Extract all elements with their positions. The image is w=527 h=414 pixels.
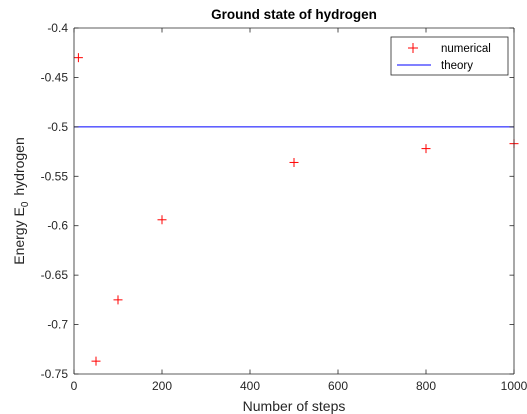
legend-label-theory: theory (441, 60, 473, 72)
legend-box (390, 36, 509, 76)
x-tick-label: 200 (152, 379, 172, 393)
y-tick-label: -0.6 (47, 219, 68, 233)
x-tick-label: 800 (416, 379, 436, 393)
plot-area (74, 28, 514, 374)
y-axis-label-subscript: 0 (20, 201, 31, 207)
x-axis-label: Number of steps (243, 398, 346, 414)
y-axis-label-text: Energy E0 hydrogen (11, 137, 31, 265)
plot-background (74, 28, 514, 374)
data-point-numerical (289, 157, 299, 167)
data-point-numerical (421, 144, 431, 154)
y-tick-label: -0.7 (47, 318, 68, 332)
legend: numerical theory (390, 36, 509, 76)
x-tick-label: 0 (71, 379, 78, 393)
y-axis-label-main: Energy E (11, 207, 27, 265)
x-tick-label: 600 (328, 379, 348, 393)
series-layer (73, 53, 519, 366)
axes-layer: 0 200 400 600 800 1000 -0.75 -0.7 -0.65 -0.6 -0.55… (41, 21, 527, 393)
x-tick-label: 400 (240, 379, 260, 393)
y-axis-label: Energy E0 hydrogen (11, 137, 31, 265)
data-point-numerical (73, 53, 83, 63)
data-point-numerical (157, 215, 167, 225)
chart-title: Ground state of hydrogen (211, 7, 377, 22)
y-axis-label-tail: hydrogen (11, 137, 27, 195)
y-tick-label: -0.5 (47, 120, 68, 134)
y-tick-label: -0.4 (47, 21, 68, 35)
legend-marker-numerical (408, 43, 418, 53)
data-point-numerical (91, 356, 101, 366)
x-tick-label: 1000 (501, 379, 527, 393)
y-tick-label: -0.55 (41, 169, 69, 183)
data-point-numerical (113, 295, 123, 305)
y-tick-label: -0.65 (41, 268, 69, 282)
y-tick-label: -0.45 (41, 70, 69, 84)
y-tick-label: -0.75 (41, 367, 69, 381)
legend-label-numerical: numerical (441, 43, 491, 55)
